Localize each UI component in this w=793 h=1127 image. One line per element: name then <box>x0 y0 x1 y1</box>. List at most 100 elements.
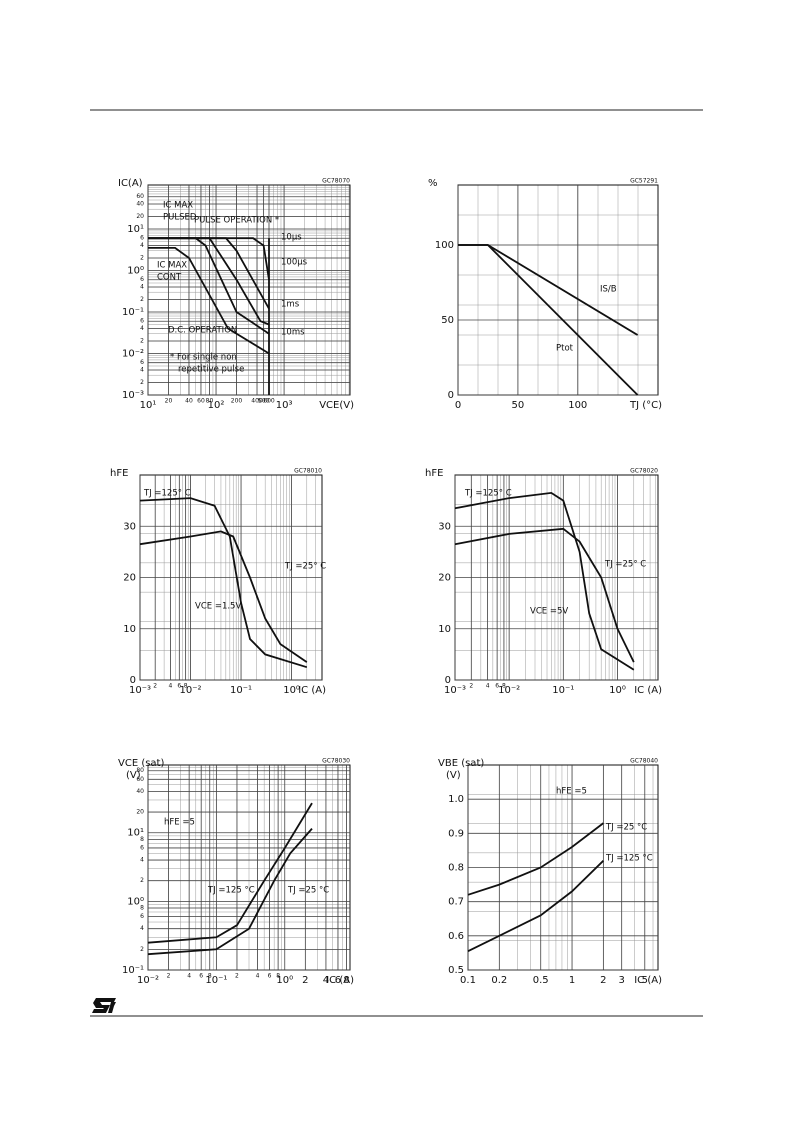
y-tick-label: 10¹ <box>127 828 144 839</box>
annotation: Ptot <box>556 344 574 354</box>
y-axis-label: IC(A) <box>118 178 143 189</box>
annotation: VCE =1.5V <box>195 602 241 612</box>
x-tick-label: 10² <box>208 400 225 411</box>
annotation: 100µs <box>281 258 308 268</box>
y-tick-label: 40 <box>136 201 144 208</box>
y-tick-label: 1.0 <box>448 794 464 805</box>
curve <box>139 530 308 663</box>
curve <box>147 828 313 956</box>
annotation: hFE =5 <box>164 818 195 828</box>
curve <box>148 247 270 355</box>
x-tick-label: 3 <box>619 975 625 986</box>
annotation: IS/B <box>600 285 617 295</box>
y-tick-label: 2 <box>140 296 144 303</box>
chart: 0.1 0.2 0.5 1 2 3 5 0.5 0.6 0.7 0.8 0.9 1.0 GC78040 VB… <box>438 758 662 987</box>
curve <box>454 527 635 663</box>
x-tick-label: 8 <box>343 975 349 986</box>
y-axis-unit: (V) <box>446 770 461 781</box>
x-tick-label: 50 <box>512 400 525 411</box>
x-tick-label: 10⁻² <box>137 975 159 986</box>
y-tick-label: 80 <box>136 767 144 774</box>
x-tick-label: 6 <box>268 973 272 980</box>
y-tick-label: 6 <box>140 318 144 325</box>
annotation: D.C. OPERATION <box>168 326 237 336</box>
x-tick-label: 8 <box>208 973 212 980</box>
x-axis-label: IC (A) <box>634 685 662 696</box>
annotation: TJ =25° C <box>604 560 646 570</box>
y-tick-label: 30 <box>123 521 136 532</box>
x-tick-label: 600 <box>263 398 275 405</box>
x-tick-label: 10⁻³ <box>129 685 151 696</box>
annotation: repetitive pulse <box>178 365 244 375</box>
x-tick-label: 4 <box>486 683 490 690</box>
x-tick-label: 6 <box>177 683 181 690</box>
annotation: TJ =125 °C <box>605 854 653 864</box>
x-tick-label: 10⁻¹ <box>230 685 252 696</box>
y-tick-label: 0 <box>448 390 454 401</box>
x-tick-label: 10⁻² <box>498 685 520 696</box>
y-tick-label: 10⁻² <box>122 349 144 360</box>
y-tick-label: 30 <box>438 521 451 532</box>
x-tick-label: 1 <box>569 975 575 986</box>
y-axis-label: hFE <box>425 468 443 479</box>
x-tick-label: 20 <box>165 398 173 405</box>
y-tick-label: 100 <box>435 240 454 251</box>
annotation: 1ms <box>281 300 300 310</box>
y-tick-label: 6 <box>140 235 144 242</box>
x-tick-label: 2 <box>167 973 171 980</box>
x-axis-label: VCE(V) <box>319 400 354 411</box>
x-tick-label: 5 <box>642 975 648 986</box>
x-tick-label: 2 <box>302 975 308 986</box>
annotation: PULSE OPERATION * <box>194 216 279 226</box>
y-tick-label: 6 <box>140 276 144 283</box>
annotation: 10µs <box>281 233 302 243</box>
x-axis-label: IC (A) <box>326 975 354 986</box>
x-tick-label: 100 <box>568 400 587 411</box>
annotation: * For single non <box>170 353 237 363</box>
y-tick-label: 8 <box>140 836 144 843</box>
y-tick-label: 2 <box>140 946 144 953</box>
y-tick-label: 50 <box>441 315 454 326</box>
x-tick-label: 2 <box>235 973 239 980</box>
y-tick-label: 6 <box>140 359 144 366</box>
annotation: 10ms <box>281 328 305 338</box>
y-tick-label: 20 <box>136 809 144 816</box>
y-tick-label: 20 <box>136 213 144 220</box>
annotation: TJ =25 °C <box>605 823 647 833</box>
y-tick-label: 0.6 <box>448 931 464 942</box>
x-tick-label: 0.5 <box>533 975 549 986</box>
x-tick-label: 10³ <box>276 400 293 411</box>
x-tick-label: 80 <box>206 398 214 405</box>
y-tick-label: 10 <box>438 624 451 635</box>
chart-code: GC78030 <box>322 758 350 765</box>
y-tick-label: 2 <box>140 379 144 386</box>
y-tick-label: 4 <box>140 925 144 932</box>
y-tick-label: 10⁻³ <box>122 390 144 401</box>
y-tick-label: 4 <box>140 242 144 249</box>
st-logo <box>92 998 116 1013</box>
y-tick-label: 6 <box>140 913 144 920</box>
curve <box>148 237 270 280</box>
chart-code: GC78010 <box>294 468 322 475</box>
y-tick-label: 10⁰ <box>127 896 144 907</box>
x-tick-label: 8 <box>502 683 506 690</box>
x-tick-label: 10⁻³ <box>444 685 466 696</box>
annotation: PULSED <box>163 213 197 223</box>
y-tick-label: 2 <box>140 338 144 345</box>
curve <box>467 860 605 953</box>
y-tick-label: 40 <box>136 788 144 795</box>
curve <box>454 491 635 671</box>
x-tick-label: 10⁰ <box>609 685 626 696</box>
curve <box>467 822 604 896</box>
x-tick-label: 4 <box>187 973 191 980</box>
curve <box>147 802 313 944</box>
y-tick-label: 6 <box>140 844 144 851</box>
y-tick-label: 10⁰ <box>127 266 144 277</box>
annotation: TJ =125 °C <box>207 886 255 896</box>
y-tick-label: 2 <box>140 877 144 884</box>
y-tick-label: 4 <box>140 325 144 332</box>
annotation: IC MAX <box>157 261 187 271</box>
x-tick-label: 6 <box>335 975 341 986</box>
